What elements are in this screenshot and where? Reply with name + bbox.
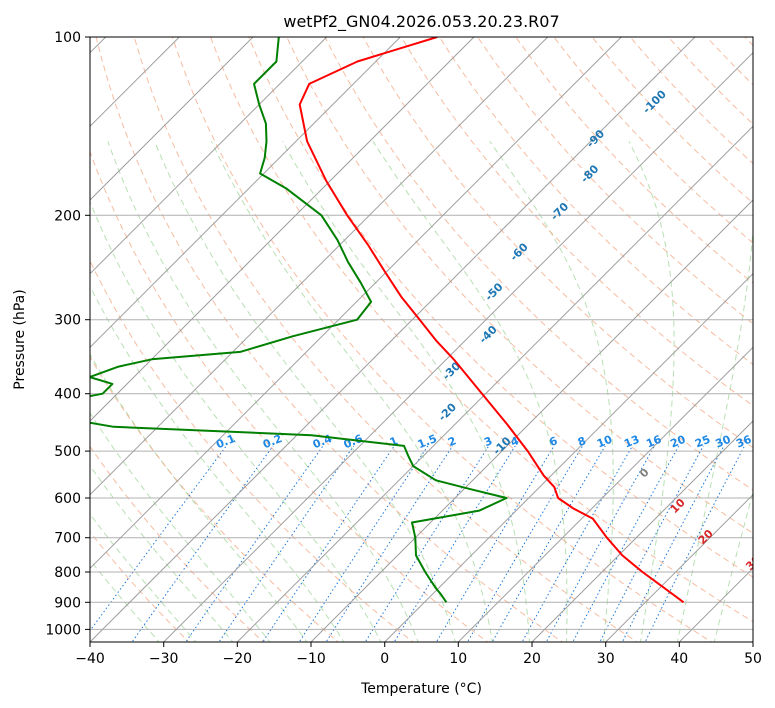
mixing-ratio-label: 16 xyxy=(644,433,663,451)
chart-title: wetPf2_GN04.2026.053.20.23.R07 xyxy=(283,12,559,32)
isobar-grid xyxy=(90,37,753,630)
isotherm xyxy=(90,37,254,201)
mixing-ratio-label: 36 xyxy=(734,433,753,451)
moist-adiabat xyxy=(90,513,197,642)
y-tick-label: 800 xyxy=(54,565,81,581)
mixing-ratio-line xyxy=(393,445,516,642)
x-tick-label: 0 xyxy=(380,651,389,667)
moist-adiabat xyxy=(713,490,753,642)
mixing-ratio-line xyxy=(572,445,680,642)
dry-adiabat xyxy=(90,259,414,642)
mixing-ratio-line xyxy=(325,445,454,642)
moist-adiabat xyxy=(107,141,419,642)
moist-adiabat xyxy=(676,223,753,642)
moist-adiabat xyxy=(628,141,675,642)
y-tick-label: 900 xyxy=(54,595,81,611)
mixing-ratio-lines xyxy=(90,445,746,642)
y-tick-label: 700 xyxy=(54,531,81,547)
mixing-ratio-line xyxy=(298,445,429,642)
mixing-ratio-label: 2 xyxy=(446,434,458,449)
dry-adiabat xyxy=(248,37,753,578)
mixing-ratio-line xyxy=(364,445,490,642)
x-tick-label: −30 xyxy=(149,651,179,667)
isotherm xyxy=(236,125,753,642)
moist-adiabat xyxy=(154,141,456,642)
x-tick-label: −40 xyxy=(75,651,105,667)
plot-frame xyxy=(89,36,754,643)
y-tick-label: 500 xyxy=(54,444,81,460)
x-axis-ticks: −40 −30 −20 −10 0 10 20 30 40 50 xyxy=(75,642,762,667)
mixing-ratio-line xyxy=(262,445,395,642)
isotherm xyxy=(90,37,401,349)
y-tick-label: 600 xyxy=(54,491,81,507)
mixing-ratio-line xyxy=(218,445,355,642)
mixing-ratio-label: 20 xyxy=(668,433,687,451)
dry-adiabat xyxy=(362,37,753,449)
moist-adiabat xyxy=(90,353,308,642)
moist-adiabat xyxy=(211,141,493,642)
y-tick-label: 400 xyxy=(54,387,81,403)
moist-adiabat xyxy=(90,200,382,642)
isotherm-grid xyxy=(90,37,753,642)
isotherm xyxy=(457,346,753,642)
x-tick-label: 40 xyxy=(670,651,688,667)
x-tick-label: 20 xyxy=(523,651,541,667)
dry-adiabat xyxy=(286,37,753,534)
mixing-ratio-label: 8 xyxy=(576,434,588,449)
mixing-ratio-label: 1 xyxy=(388,434,400,449)
dry-adiabat xyxy=(477,37,753,325)
isotherm xyxy=(90,37,475,422)
x-tick-label: 30 xyxy=(597,651,615,667)
isotherm xyxy=(90,37,622,570)
mixing-ratio-label: 25 xyxy=(693,433,712,451)
temperature-profile-line xyxy=(298,37,685,604)
isotherm xyxy=(384,272,753,642)
dry-adiabat xyxy=(400,37,753,407)
isotherm xyxy=(531,420,753,642)
isotherm xyxy=(605,493,753,642)
mixing-ratio-label: 3 xyxy=(482,434,494,449)
dry-adiabat xyxy=(438,37,753,366)
isotherm-label: 30 xyxy=(743,553,763,573)
moist-adiabat xyxy=(282,141,530,642)
mixing-ratio-label: 10 xyxy=(595,433,614,451)
y-tick-label: 200 xyxy=(54,208,81,224)
mixing-ratio-label: 13 xyxy=(622,433,641,451)
x-tick-label: 50 xyxy=(744,651,762,667)
isotherm xyxy=(90,37,328,275)
moist-adiabat xyxy=(90,285,345,642)
x-tick-label: −20 xyxy=(223,651,253,667)
mixing-ratio-line xyxy=(185,445,324,642)
y-tick-label: 300 xyxy=(54,313,81,329)
y-axis-ticks: 1000 900 800 700 600 500 400 300 200 100 xyxy=(45,30,90,638)
mixing-ratio-line xyxy=(599,445,704,642)
x-tick-label: −10 xyxy=(296,651,326,667)
x-axis-title: Temperature (°C) xyxy=(360,681,482,697)
isotherm xyxy=(310,199,753,642)
y-axis-title: Pressure (hPa) xyxy=(12,289,28,389)
isotherm xyxy=(90,37,696,642)
moist-adiabat xyxy=(489,141,614,642)
moist-adiabat xyxy=(90,412,271,642)
isotherm xyxy=(90,37,549,496)
sounding-profiles xyxy=(90,37,685,604)
y-tick-label: 1000 xyxy=(45,622,81,638)
dry-adiabat xyxy=(324,37,753,491)
dewpoint-profile-line xyxy=(90,37,508,603)
x-tick-label: 10 xyxy=(449,651,467,667)
mixing-ratio-label: 30 xyxy=(714,433,733,451)
y-tick-label: 100 xyxy=(54,30,81,46)
isotherm xyxy=(163,51,753,642)
